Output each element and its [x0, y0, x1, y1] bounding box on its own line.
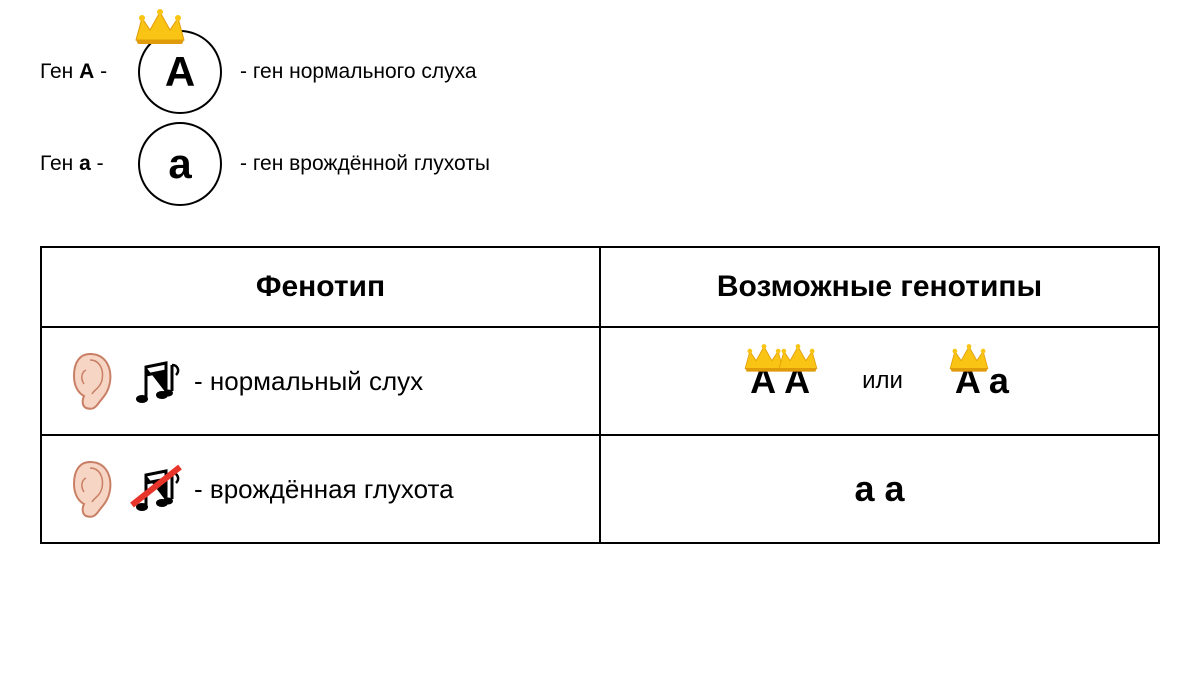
phenotype-cell-deaf: - врождённая глухота: [41, 435, 600, 543]
gene-row-dominant: Ген A - A - ген нормального слуха: [40, 30, 1160, 114]
table-header-row: Фенотип Возможные генотипы: [41, 247, 1159, 327]
gene-desc-A: - ген нормального слуха: [240, 60, 477, 84]
table-row: - врождённая глухота a a: [41, 435, 1159, 543]
gene-circle-A: A: [138, 30, 222, 114]
genotype-aa: a a: [621, 468, 1138, 510]
crown-icon: [132, 8, 188, 48]
or-text: или: [862, 367, 903, 395]
gene-legend: Ген A - A - ген нормального слуха Ген a …: [40, 30, 1160, 206]
phenotype-text: - нормальный слух: [194, 366, 423, 397]
gene-circle-a: a: [138, 122, 222, 206]
crown-icon: [776, 343, 820, 375]
genotype-Aa: A a: [955, 363, 1009, 399]
genotype-cell-normal: A A или A a: [600, 327, 1159, 435]
crown-icon: [947, 343, 991, 375]
gene-label-a: Ген a -: [40, 152, 120, 176]
phenotype-genotype-table: Фенотип Возможные генотипы - нормальный …: [40, 246, 1160, 544]
music-notes-icon: [128, 353, 184, 409]
allele: A: [955, 363, 981, 399]
header-genotype: Возможные генотипы: [600, 247, 1159, 327]
allele: A: [784, 363, 810, 399]
phenotype-text: - врождённая глухота: [194, 474, 454, 505]
ear-icon: [62, 350, 118, 412]
phenotype-cell-normal: - нормальный слух: [41, 327, 600, 435]
genotype-cell-deaf: a a: [600, 435, 1159, 543]
gene-desc-a: - ген врождённой глухоты: [240, 152, 490, 176]
gene-label-A: Ген A -: [40, 60, 120, 84]
header-phenotype: Фенотип: [41, 247, 600, 327]
allele: A: [750, 363, 776, 399]
allele: a: [989, 363, 1009, 399]
strike-icon: [128, 461, 184, 517]
gene-row-recessive: Ген a - a - ген врождённой глухоты: [40, 122, 1160, 206]
genotype-AA: A A: [750, 363, 810, 399]
crossed-music-notes-icon: [128, 461, 184, 517]
circle-letter: a: [138, 122, 222, 206]
ear-icon: [62, 458, 118, 520]
table-row: - нормальный слух A A или: [41, 327, 1159, 435]
